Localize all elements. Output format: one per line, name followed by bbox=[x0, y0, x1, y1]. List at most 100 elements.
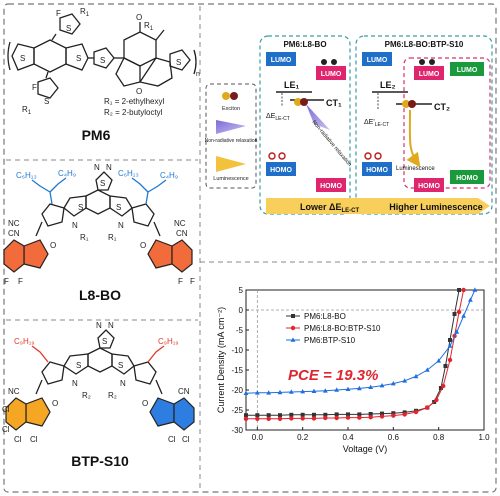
data-point bbox=[434, 397, 439, 403]
right-delta-label: ΔE'LE-CT bbox=[364, 119, 389, 128]
x-tick-label: 0.6 bbox=[388, 433, 400, 442]
data-point bbox=[402, 378, 408, 383]
pm6-r1-top: R1 bbox=[80, 7, 90, 18]
l8bo-alkyl-c4-left: C₄H₉ bbox=[58, 169, 76, 178]
right-homo-hole-2 bbox=[374, 152, 382, 160]
l8bo-cn-left: CN bbox=[8, 229, 20, 238]
btps10-end-group-right bbox=[149, 397, 195, 431]
data-point bbox=[311, 416, 317, 421]
data-point bbox=[425, 405, 430, 410]
left-homo-hole-2 bbox=[278, 152, 286, 160]
zero-lines bbox=[246, 290, 484, 430]
data-point bbox=[243, 390, 249, 395]
data-point bbox=[277, 416, 283, 421]
btps10-structure bbox=[31, 329, 165, 395]
pm6-atom-s-bottom: S bbox=[44, 97, 49, 106]
data-point bbox=[346, 412, 350, 417]
y-tick-label: 0 bbox=[239, 306, 244, 315]
left-acceptor-homo-label: HOMO bbox=[320, 183, 342, 190]
data-point bbox=[266, 390, 272, 395]
trend-lower-label: Lower ΔELE-CT bbox=[300, 202, 359, 214]
left-donor-homo bbox=[266, 162, 296, 176]
right-acceptor1-homo-label: HOMO bbox=[418, 183, 440, 190]
data-point bbox=[456, 309, 462, 315]
left-lumo-electron-1 bbox=[321, 59, 327, 65]
l8bo-atom-o-left: O bbox=[50, 241, 56, 250]
l8bo-f-left-2: F bbox=[18, 277, 23, 286]
x-axis-ticks: 0.0 0.2 0.4 0.6 0.8 1.0 bbox=[252, 427, 490, 442]
data-point bbox=[379, 383, 385, 388]
l8bo-alkyl-c4-right: C₄H₉ bbox=[160, 171, 178, 180]
data-point bbox=[380, 411, 384, 416]
left-acceptor-lumo bbox=[316, 66, 346, 80]
l8bo-atom-n-top-1: N bbox=[94, 163, 100, 172]
legend-nonradiative-swatch bbox=[216, 120, 246, 134]
btps10-atom-n-left: N bbox=[72, 379, 78, 388]
pm6-r2-definition: R₂ = 2-butyloctyl bbox=[104, 108, 163, 117]
trend-higher-label: Higher Luminescence bbox=[389, 202, 483, 212]
data-point bbox=[345, 415, 351, 420]
pm6-atom-s-end: S bbox=[176, 58, 181, 67]
l8bo-end-group-right bbox=[147, 239, 193, 273]
legend-marker bbox=[290, 337, 296, 342]
l8bo-atom-s-core: S bbox=[100, 179, 105, 188]
right-donor-lumo bbox=[362, 52, 392, 66]
data-point bbox=[266, 416, 271, 421]
right-homo-hole-1 bbox=[364, 152, 372, 160]
legend-entry: PM6:L8-BO:BTP-S10 bbox=[304, 324, 381, 333]
l8bo-end-group-left bbox=[3, 239, 49, 273]
y-tick-label: -15 bbox=[231, 366, 243, 375]
left-le1-label: LE₁ bbox=[284, 80, 300, 90]
btps10-r2-right: R₂ bbox=[108, 391, 117, 400]
data-point bbox=[447, 357, 453, 363]
left-delta-label: ΔELE-CT bbox=[266, 113, 290, 122]
right-acceptor1-lumo bbox=[414, 66, 444, 80]
data-point bbox=[322, 388, 328, 393]
x-tick-label: 0.4 bbox=[342, 433, 354, 442]
l8bo-f-left-1: F bbox=[4, 277, 9, 286]
data-point bbox=[357, 412, 362, 417]
legend-box bbox=[205, 83, 257, 189]
data-point bbox=[457, 288, 462, 292]
data-point bbox=[300, 416, 305, 421]
btps10-name: BTP-S10 bbox=[71, 453, 129, 469]
data-point bbox=[452, 312, 457, 316]
data-point bbox=[379, 414, 385, 419]
pm6-r1-definition: R₁ = 2-ethylhexyl bbox=[104, 97, 165, 106]
right-acceptor2-lumo bbox=[450, 62, 484, 76]
btps10-cl-left-1: Cl bbox=[2, 405, 10, 414]
x-tick-label: 0.0 bbox=[252, 433, 264, 442]
data-point bbox=[424, 367, 430, 372]
legend-nonradiative-label: Non-radiative relaxation bbox=[205, 138, 258, 144]
btps10-nc-left: NC bbox=[8, 387, 20, 396]
l8bo-alkyl-c6-left: C₆H₁₃ bbox=[16, 171, 37, 180]
l8bo-atom-n-left: N bbox=[72, 221, 78, 230]
pm6-atom-s-left: S bbox=[20, 54, 25, 63]
jv-chart: 5 0 -5 -10 -15 -20 -25 -30 0.0 0.2 0.4 0.6 0.8 1.0 P… bbox=[216, 286, 490, 454]
series-3 bbox=[243, 287, 478, 395]
pce-annotation: PCE = 19.3% bbox=[288, 367, 378, 384]
y-axis-label: Current Density (mA cm⁻²) bbox=[216, 307, 226, 413]
left-ct1-label: CT₁ bbox=[326, 98, 342, 108]
pm6-repeat-n: n bbox=[196, 71, 200, 78]
data-point bbox=[438, 386, 443, 390]
legend-marker bbox=[290, 325, 296, 331]
left-homo-hole-1 bbox=[268, 152, 276, 160]
legend-entry: PM6:L8-BO bbox=[304, 312, 346, 321]
right-exciton-hole bbox=[408, 100, 416, 108]
data-point bbox=[289, 416, 294, 421]
l8bo-atom-s-right: S bbox=[116, 203, 121, 212]
btps10-alkyl-left: C₉H₁₉ bbox=[14, 337, 35, 346]
right-luminescence-label: Luminescence bbox=[396, 166, 435, 172]
x-tick-label: 0.8 bbox=[433, 433, 445, 442]
btps10-cl-left-4: Cl bbox=[30, 435, 38, 444]
btps10-atom-labels: N N S S S N N R₂ R₂ O O NC CN Cl Cl Cl C… bbox=[2, 321, 190, 444]
btps10-cl-right-1: Cl bbox=[168, 435, 176, 444]
right-acceptor2-homo-label: HOMO bbox=[456, 175, 478, 182]
btps10-atom-s-core: S bbox=[102, 337, 107, 346]
right-luminescence-arrow bbox=[406, 109, 421, 168]
data-point bbox=[311, 388, 317, 393]
left-panel-title: PM6:L8-BO bbox=[283, 40, 326, 49]
pm6-substituents: R1 R1 R1 R₁ = 2-ethylhexyl R₂ = 2-butylo… bbox=[22, 7, 165, 117]
